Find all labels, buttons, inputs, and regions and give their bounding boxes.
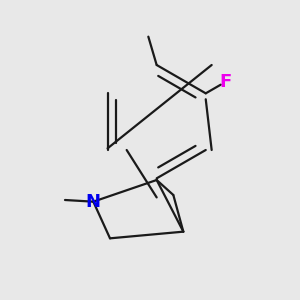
Text: F: F — [220, 73, 232, 91]
Text: N: N — [86, 193, 101, 211]
